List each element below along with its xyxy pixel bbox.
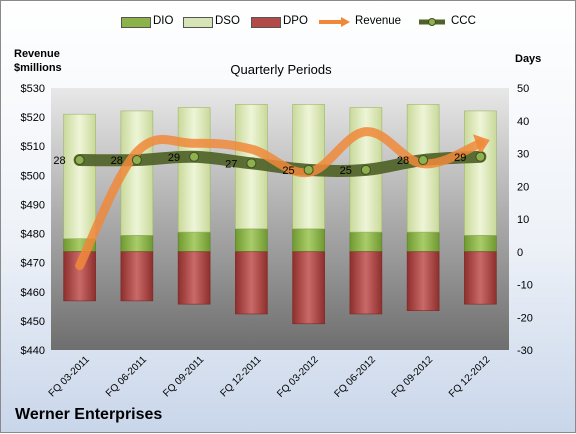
bar-dso: [63, 113, 96, 239]
x-axis-tick-label: FQ 06-2012: [332, 354, 378, 400]
ccc-data-label: 29: [454, 152, 466, 164]
ccc-data-label: 29: [168, 152, 180, 164]
right-axis-tick-label: -20: [517, 312, 533, 324]
right-axis-title: Days: [515, 53, 542, 65]
legend-label-dio: DIO: [153, 15, 174, 27]
ccc-point: [360, 164, 371, 175]
legend-swatch-revenue: [319, 17, 350, 27]
ccc-point: [303, 164, 314, 175]
x-axis-tick-label: FQ 06-2011: [104, 354, 149, 399]
right-axis-tick-label: 10: [517, 214, 529, 226]
left-axis-tick-label: $450: [21, 316, 45, 328]
legend-label-dpo: DPO: [283, 15, 308, 27]
left-axis-tick-label: $530: [21, 83, 45, 95]
ccc-point: [418, 155, 429, 166]
right-axis-tick-label: 40: [517, 116, 529, 128]
left-axis-title-line2: $millions: [14, 62, 62, 74]
x-axis-tick-label: FQ 09-2011: [161, 354, 206, 399]
left-axis-tick-label: $480: [21, 229, 45, 241]
left-axis-tick-label: $510: [21, 141, 45, 153]
bar-dso: [177, 107, 211, 233]
bar-dio: [177, 231, 211, 253]
ccc-point: [475, 151, 486, 162]
ccc-point: [131, 155, 142, 166]
left-axis-tick-label: $460: [21, 287, 45, 299]
plot-area: [51, 88, 509, 350]
left-axis-title-line1: Revenue: [14, 48, 60, 60]
ccc-data-label: 28: [53, 155, 65, 167]
bar-dio: [235, 228, 268, 253]
left-axis-tick-label: $440: [21, 345, 45, 357]
right-axis-tick-label: 50: [517, 83, 529, 95]
bar-dio: [120, 235, 154, 253]
legend: DIO DSO DPO Revenue CCC: [1, 1, 576, 37]
bar-dpo: [292, 251, 325, 325]
bar-dpo: [349, 251, 383, 315]
legend-label-dso: DSO: [215, 15, 240, 27]
bar-dpo: [464, 251, 497, 305]
ccc-point: [246, 158, 257, 169]
legend-swatch-ccc: [419, 18, 445, 26]
revenue-line: [75, 127, 485, 271]
bar-dio: [292, 228, 325, 253]
x-axis-tick-label: FQ 12-2011: [219, 354, 264, 399]
revenue-arrowhead: [472, 134, 490, 156]
x-axis-tick-label: FQ 03-2012: [275, 354, 321, 400]
bar-dso: [464, 110, 497, 236]
left-axis-tick-label: $500: [21, 170, 45, 182]
legend-swatch-dpo: [251, 17, 281, 28]
legend-swatch-dso: [183, 17, 213, 28]
ccc-point: [189, 151, 200, 162]
x-axis-tick-label: FQ 03-2011: [47, 354, 92, 399]
chart-title: Quarterly Periods: [230, 62, 332, 77]
bar-dso: [406, 104, 440, 233]
left-axis-tick-label: $520: [21, 112, 45, 124]
right-axis-tick-label: 30: [517, 149, 529, 161]
ccc-data-label: 27: [225, 158, 237, 170]
bar-dpo: [406, 251, 440, 312]
ccc-data-label: 25: [340, 165, 352, 177]
x-axis-tick-label: FQ 12-2012: [447, 354, 493, 400]
right-axis-tick-label: 20: [517, 181, 529, 193]
legend-label-ccc: CCC: [451, 15, 476, 27]
ccc-point: [74, 155, 85, 166]
company-name: Werner Enterprises: [15, 406, 163, 423]
bar-dio: [406, 231, 440, 253]
bar-dio: [349, 231, 383, 253]
right-axis-tick-label: -10: [517, 280, 533, 292]
left-axis-tick-label: $470: [21, 258, 45, 270]
bar-dpo: [120, 251, 154, 302]
right-axis-tick-label: -30: [517, 345, 533, 357]
legend-label-revenue: Revenue: [355, 15, 402, 27]
x-axis-tick-label: FQ 09-2012: [390, 354, 436, 400]
ccc-data-label: 28: [397, 155, 409, 167]
bar-dio: [464, 235, 497, 253]
ccc-data-label: 25: [282, 165, 294, 177]
bar-dpo: [177, 251, 211, 305]
left-axis-tick-label: $490: [21, 199, 45, 211]
legend-swatch-dio: [121, 17, 151, 28]
ccc-data-label: 28: [111, 155, 123, 167]
right-axis-tick-label: 0: [517, 247, 523, 259]
left-axis-title: Revenue $millions: [14, 47, 62, 75]
bar-dpo: [235, 251, 268, 315]
